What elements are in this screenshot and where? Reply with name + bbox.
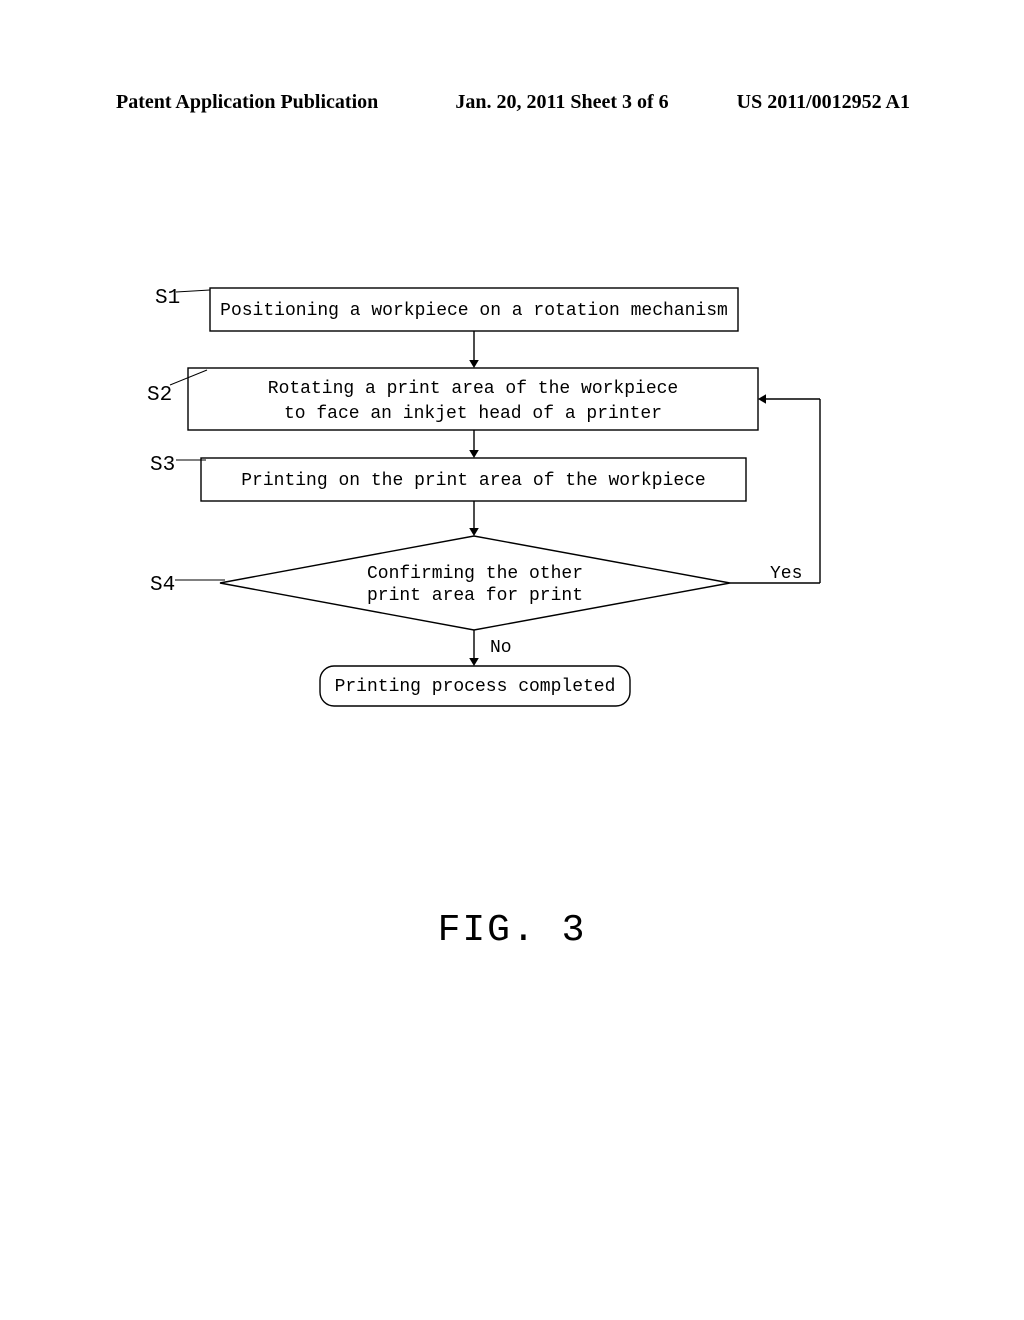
header-right: US 2011/0012952 A1 bbox=[737, 91, 910, 113]
page-svg: Patent Application Publication Jan. 20, … bbox=[0, 0, 1024, 1320]
step-label-s3: S3 bbox=[150, 454, 175, 477]
step-label-s2: S2 bbox=[147, 384, 172, 407]
step-label-s1: S1 bbox=[155, 287, 180, 310]
flow-process-text-s3: Printing on the print area of the workpi… bbox=[241, 471, 705, 491]
branch-label-yes: Yes bbox=[770, 564, 802, 584]
header-center: Jan. 20, 2011 Sheet 3 of 6 bbox=[455, 91, 668, 113]
step-label-s4: S4 bbox=[150, 574, 175, 597]
flowchart-diagram: Positioning a workpiece on a rotation me… bbox=[147, 287, 820, 706]
flow-process-text-s2: Rotating a print area of the workpiece bbox=[268, 379, 678, 399]
header-left: Patent Application Publication bbox=[116, 91, 378, 113]
flow-decision-text-s4: Confirming the other bbox=[367, 564, 583, 584]
flow-process-text-s1: Positioning a workpiece on a rotation me… bbox=[220, 301, 728, 321]
branch-label-no: No bbox=[490, 638, 512, 658]
flow-process-text-s2: to face an inkjet head of a printer bbox=[284, 404, 662, 424]
figure-caption: FIG. 3 bbox=[438, 909, 587, 952]
flow-decision-text-s4: print area for print bbox=[367, 586, 583, 606]
flow-terminator-text: Printing process completed bbox=[335, 677, 616, 697]
step-leader-s1 bbox=[176, 290, 210, 292]
